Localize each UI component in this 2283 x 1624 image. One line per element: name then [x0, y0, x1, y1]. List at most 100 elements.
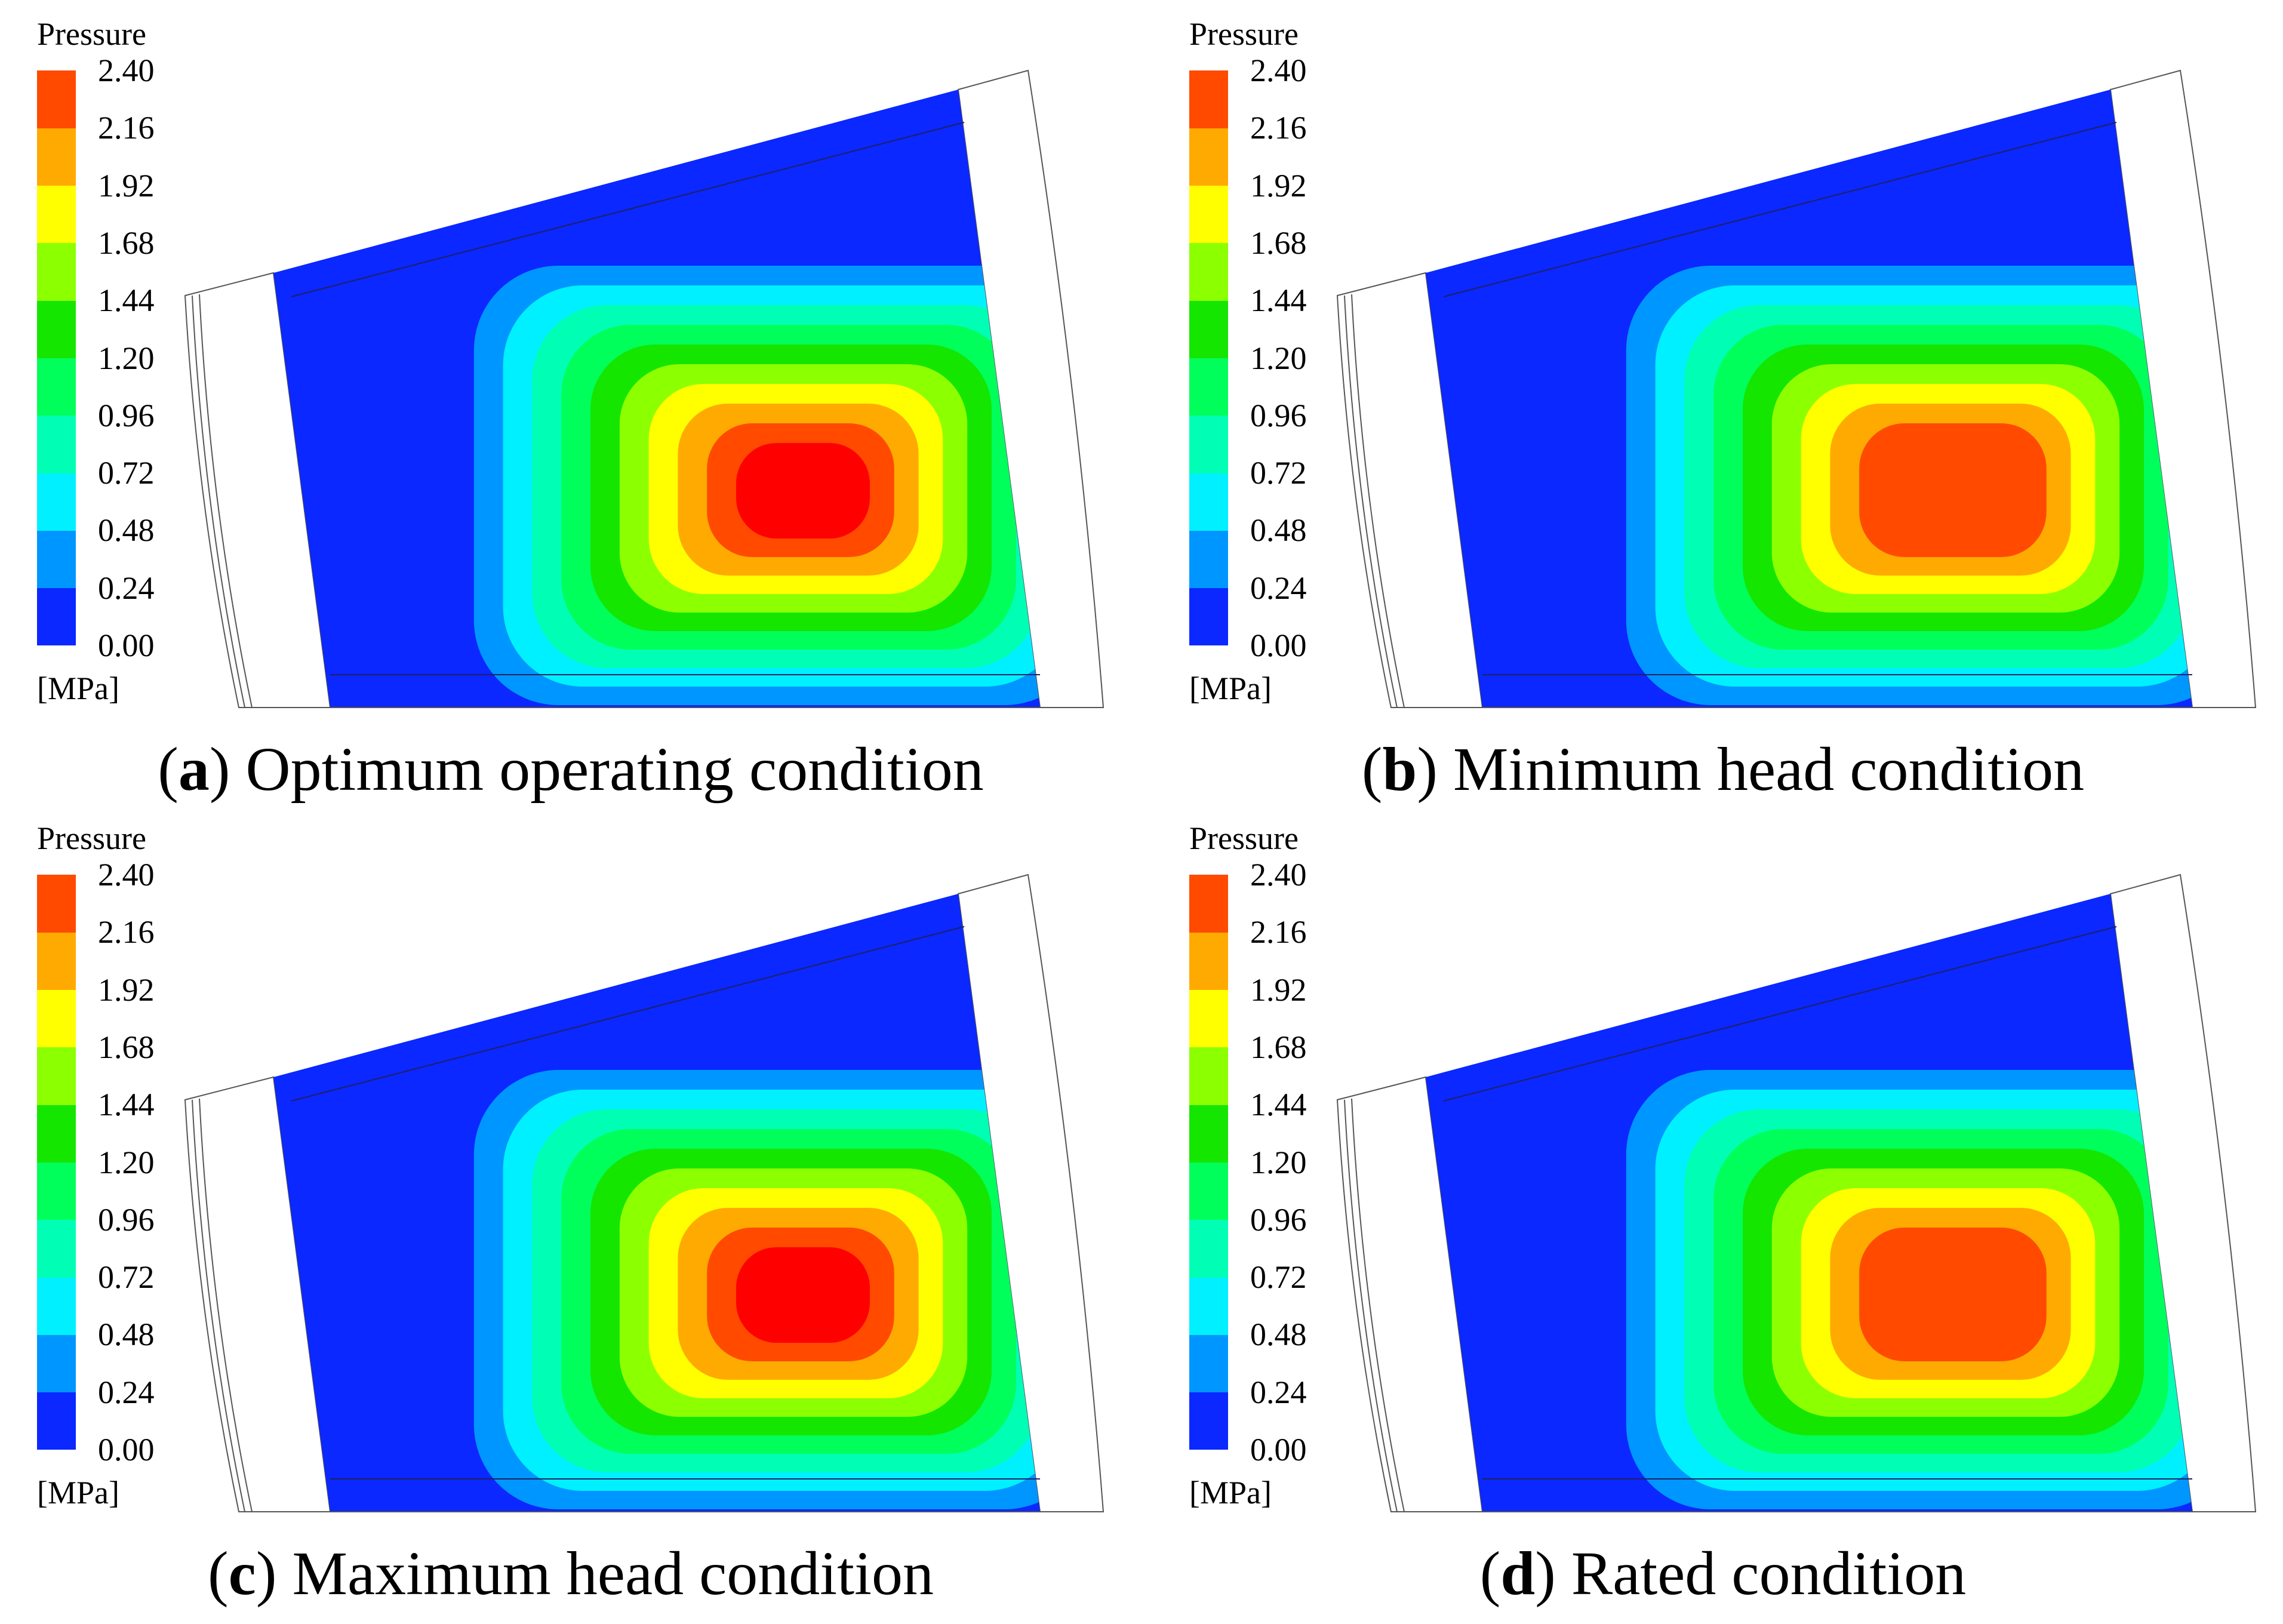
legend-swatch	[37, 588, 76, 646]
legend-tick-label: 0.96	[98, 397, 155, 433]
contour-plot	[184, 873, 1104, 1512]
legend-tick-label: 2.16	[98, 914, 155, 951]
legend-tick-label: 2.16	[98, 110, 155, 146]
legend-title: Pressure	[37, 820, 146, 856]
legend-tick-label: 0.00	[98, 628, 155, 663]
legend-tick-label: 0.24	[98, 570, 155, 606]
contour-plot	[184, 69, 1104, 708]
panel-caption: (a) Optimum operating condition	[158, 735, 984, 804]
legend-tick-label: 2.40	[1250, 53, 1307, 88]
legend-tick-label: 0.24	[1250, 570, 1307, 606]
caption-text: Optimum operating condition	[245, 735, 984, 804]
legend-tick-label: 0.72	[98, 455, 155, 491]
legend-tick-label: 0.72	[1250, 455, 1307, 491]
panel-c: Pressure [MPa] (c) Maximum head conditio…	[0, 804, 1142, 1616]
legend-swatch	[37, 875, 76, 933]
panel-caption: (b) Minimum head condition	[1361, 735, 2085, 804]
hub-edge-line	[192, 1099, 245, 1512]
caption-text: Maximum head condition	[292, 1539, 934, 1608]
legend-tick-label: 1.92	[1250, 167, 1307, 204]
legend-swatch	[37, 1392, 76, 1450]
panel-caption: (d) Rated condition	[1479, 1539, 1967, 1608]
legend-tick-label: 1.44	[98, 1087, 155, 1123]
panel-label: d	[1500, 1539, 1536, 1608]
legend-swatch	[37, 358, 76, 416]
panel-b: Pressure [MPa] (b) Minimum head conditio…	[1152, 0, 2283, 812]
legend-unit: [MPa]	[37, 670, 119, 706]
seam-line	[291, 926, 965, 1102]
shroud-region	[957, 873, 1104, 1512]
legend-tick-label: 0.96	[1250, 1201, 1307, 1238]
legend-swatch	[1189, 473, 1228, 531]
shroud-region	[2109, 873, 2257, 1512]
legend-swatch	[37, 415, 76, 473]
legend-swatch	[1189, 588, 1228, 646]
hub-edge-line	[1351, 294, 1405, 708]
contour-plot	[1336, 873, 2257, 1512]
pressure-field	[273, 90, 1040, 708]
hub-region	[1336, 1076, 1484, 1512]
caption-text: Rated condition	[1571, 1539, 1967, 1608]
legend-swatch	[1189, 128, 1228, 186]
legend-swatch	[37, 128, 76, 186]
legend-swatch	[37, 989, 76, 1048]
legend-swatch	[37, 1277, 76, 1335]
pressure-field	[1426, 894, 2192, 1512]
legend-title: Pressure	[1189, 820, 1299, 856]
legend-tick-label: 0.00	[98, 1432, 155, 1468]
seam-line	[1443, 926, 2117, 1102]
legend-tick-label: 0.24	[98, 1374, 155, 1410]
seam-line	[291, 122, 965, 297]
legend-tick-label: 0.96	[98, 1201, 155, 1238]
seam-line	[1443, 122, 2117, 297]
legend-tick-label: 1.92	[1250, 971, 1307, 1008]
legend-tick-label: 2.40	[1250, 857, 1307, 893]
legend-tick-label: 1.20	[1250, 340, 1307, 376]
hub-edge-line	[199, 1098, 253, 1512]
shroud-region	[2109, 69, 2257, 708]
legend-swatch	[37, 1047, 76, 1105]
legend-tick-label: 0.48	[98, 1317, 155, 1353]
legend-tick-label: 1.20	[98, 340, 155, 376]
panel-d: Pressure [MPa] (d) Rated condition 0.00 0…	[1152, 804, 2283, 1616]
caption-text: Minimum head condition	[1453, 735, 2085, 804]
pressure-field	[273, 894, 1040, 1512]
legend-tick-label: 1.92	[98, 971, 155, 1008]
legend-swatch	[37, 185, 76, 244]
legend-tick-label: 0.48	[98, 512, 155, 549]
legend-swatch	[37, 932, 76, 991]
legend-tick-label: 0.48	[1250, 512, 1307, 549]
legend-tick-label: 1.68	[98, 1029, 155, 1065]
legend-swatch	[37, 473, 76, 531]
legend-colorbar	[37, 875, 76, 1450]
legend-tick-label: 1.20	[98, 1144, 155, 1180]
legend-tick-label: 0.48	[1250, 1317, 1307, 1353]
legend-tick-label: 0.00	[1250, 1432, 1307, 1468]
panel-label: c	[228, 1539, 256, 1608]
panel-a: Pressure [MPa] (a) Optimum operating con…	[0, 0, 1142, 812]
legend-tick-label: 1.20	[1250, 1144, 1307, 1180]
legend-swatch	[1189, 70, 1228, 128]
legend-swatch	[37, 242, 76, 301]
legend-swatch	[37, 1162, 76, 1220]
panel-label: b	[1382, 735, 1417, 804]
hub-edge-line	[199, 294, 253, 708]
legend-colorbar	[1189, 875, 1228, 1450]
legend-tick-label: 1.44	[98, 282, 155, 319]
hub-region	[1336, 272, 1484, 708]
hub-region	[184, 1076, 331, 1512]
legend-swatch	[1189, 1162, 1228, 1220]
contour-band	[736, 443, 870, 539]
legend-tick-label: 2.16	[1250, 110, 1307, 146]
legend-title: Pressure	[37, 16, 146, 52]
legend-swatch	[1189, 358, 1228, 416]
legend-unit: [MPa]	[1189, 670, 1272, 706]
legend-swatch	[1189, 530, 1228, 589]
legend-unit: [MPa]	[37, 1475, 119, 1511]
legend-tick-label: 1.44	[1250, 1087, 1307, 1123]
legend-title: Pressure	[1189, 16, 1299, 52]
contour-band	[736, 1247, 870, 1343]
legend-swatch	[37, 1105, 76, 1162]
legend-tick-label: 0.96	[1250, 397, 1307, 433]
